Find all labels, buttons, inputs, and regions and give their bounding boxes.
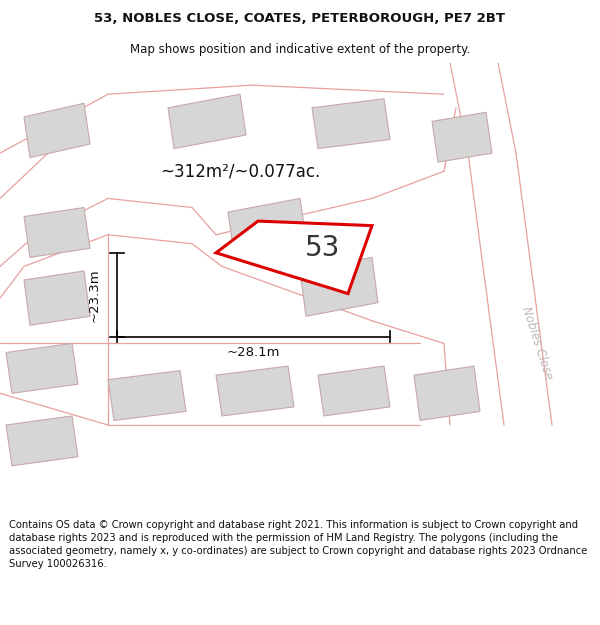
Polygon shape <box>24 271 90 325</box>
Polygon shape <box>168 94 246 149</box>
Text: 53, NOBLES CLOSE, COATES, PETERBOROUGH, PE7 2BT: 53, NOBLES CLOSE, COATES, PETERBOROUGH, … <box>95 12 505 25</box>
Polygon shape <box>216 366 294 416</box>
Polygon shape <box>216 221 372 294</box>
Text: ~23.3m: ~23.3m <box>88 268 101 321</box>
Polygon shape <box>318 366 390 416</box>
Polygon shape <box>24 103 90 158</box>
Polygon shape <box>414 366 480 421</box>
Text: 53: 53 <box>305 234 340 262</box>
Text: ~312m²/~0.077ac.: ~312m²/~0.077ac. <box>160 162 320 180</box>
Text: ~28.1m: ~28.1m <box>227 346 280 359</box>
Text: Contains OS data © Crown copyright and database right 2021. This information is : Contains OS data © Crown copyright and d… <box>9 519 587 569</box>
Text: Nobles Close: Nobles Close <box>519 305 555 382</box>
Polygon shape <box>6 344 78 393</box>
Polygon shape <box>108 371 186 421</box>
Text: Map shows position and indicative extent of the property.: Map shows position and indicative extent… <box>130 42 470 56</box>
Polygon shape <box>6 416 78 466</box>
Polygon shape <box>312 99 390 149</box>
Polygon shape <box>300 258 378 316</box>
Polygon shape <box>24 208 90 258</box>
Polygon shape <box>228 199 306 252</box>
Polygon shape <box>432 112 492 162</box>
